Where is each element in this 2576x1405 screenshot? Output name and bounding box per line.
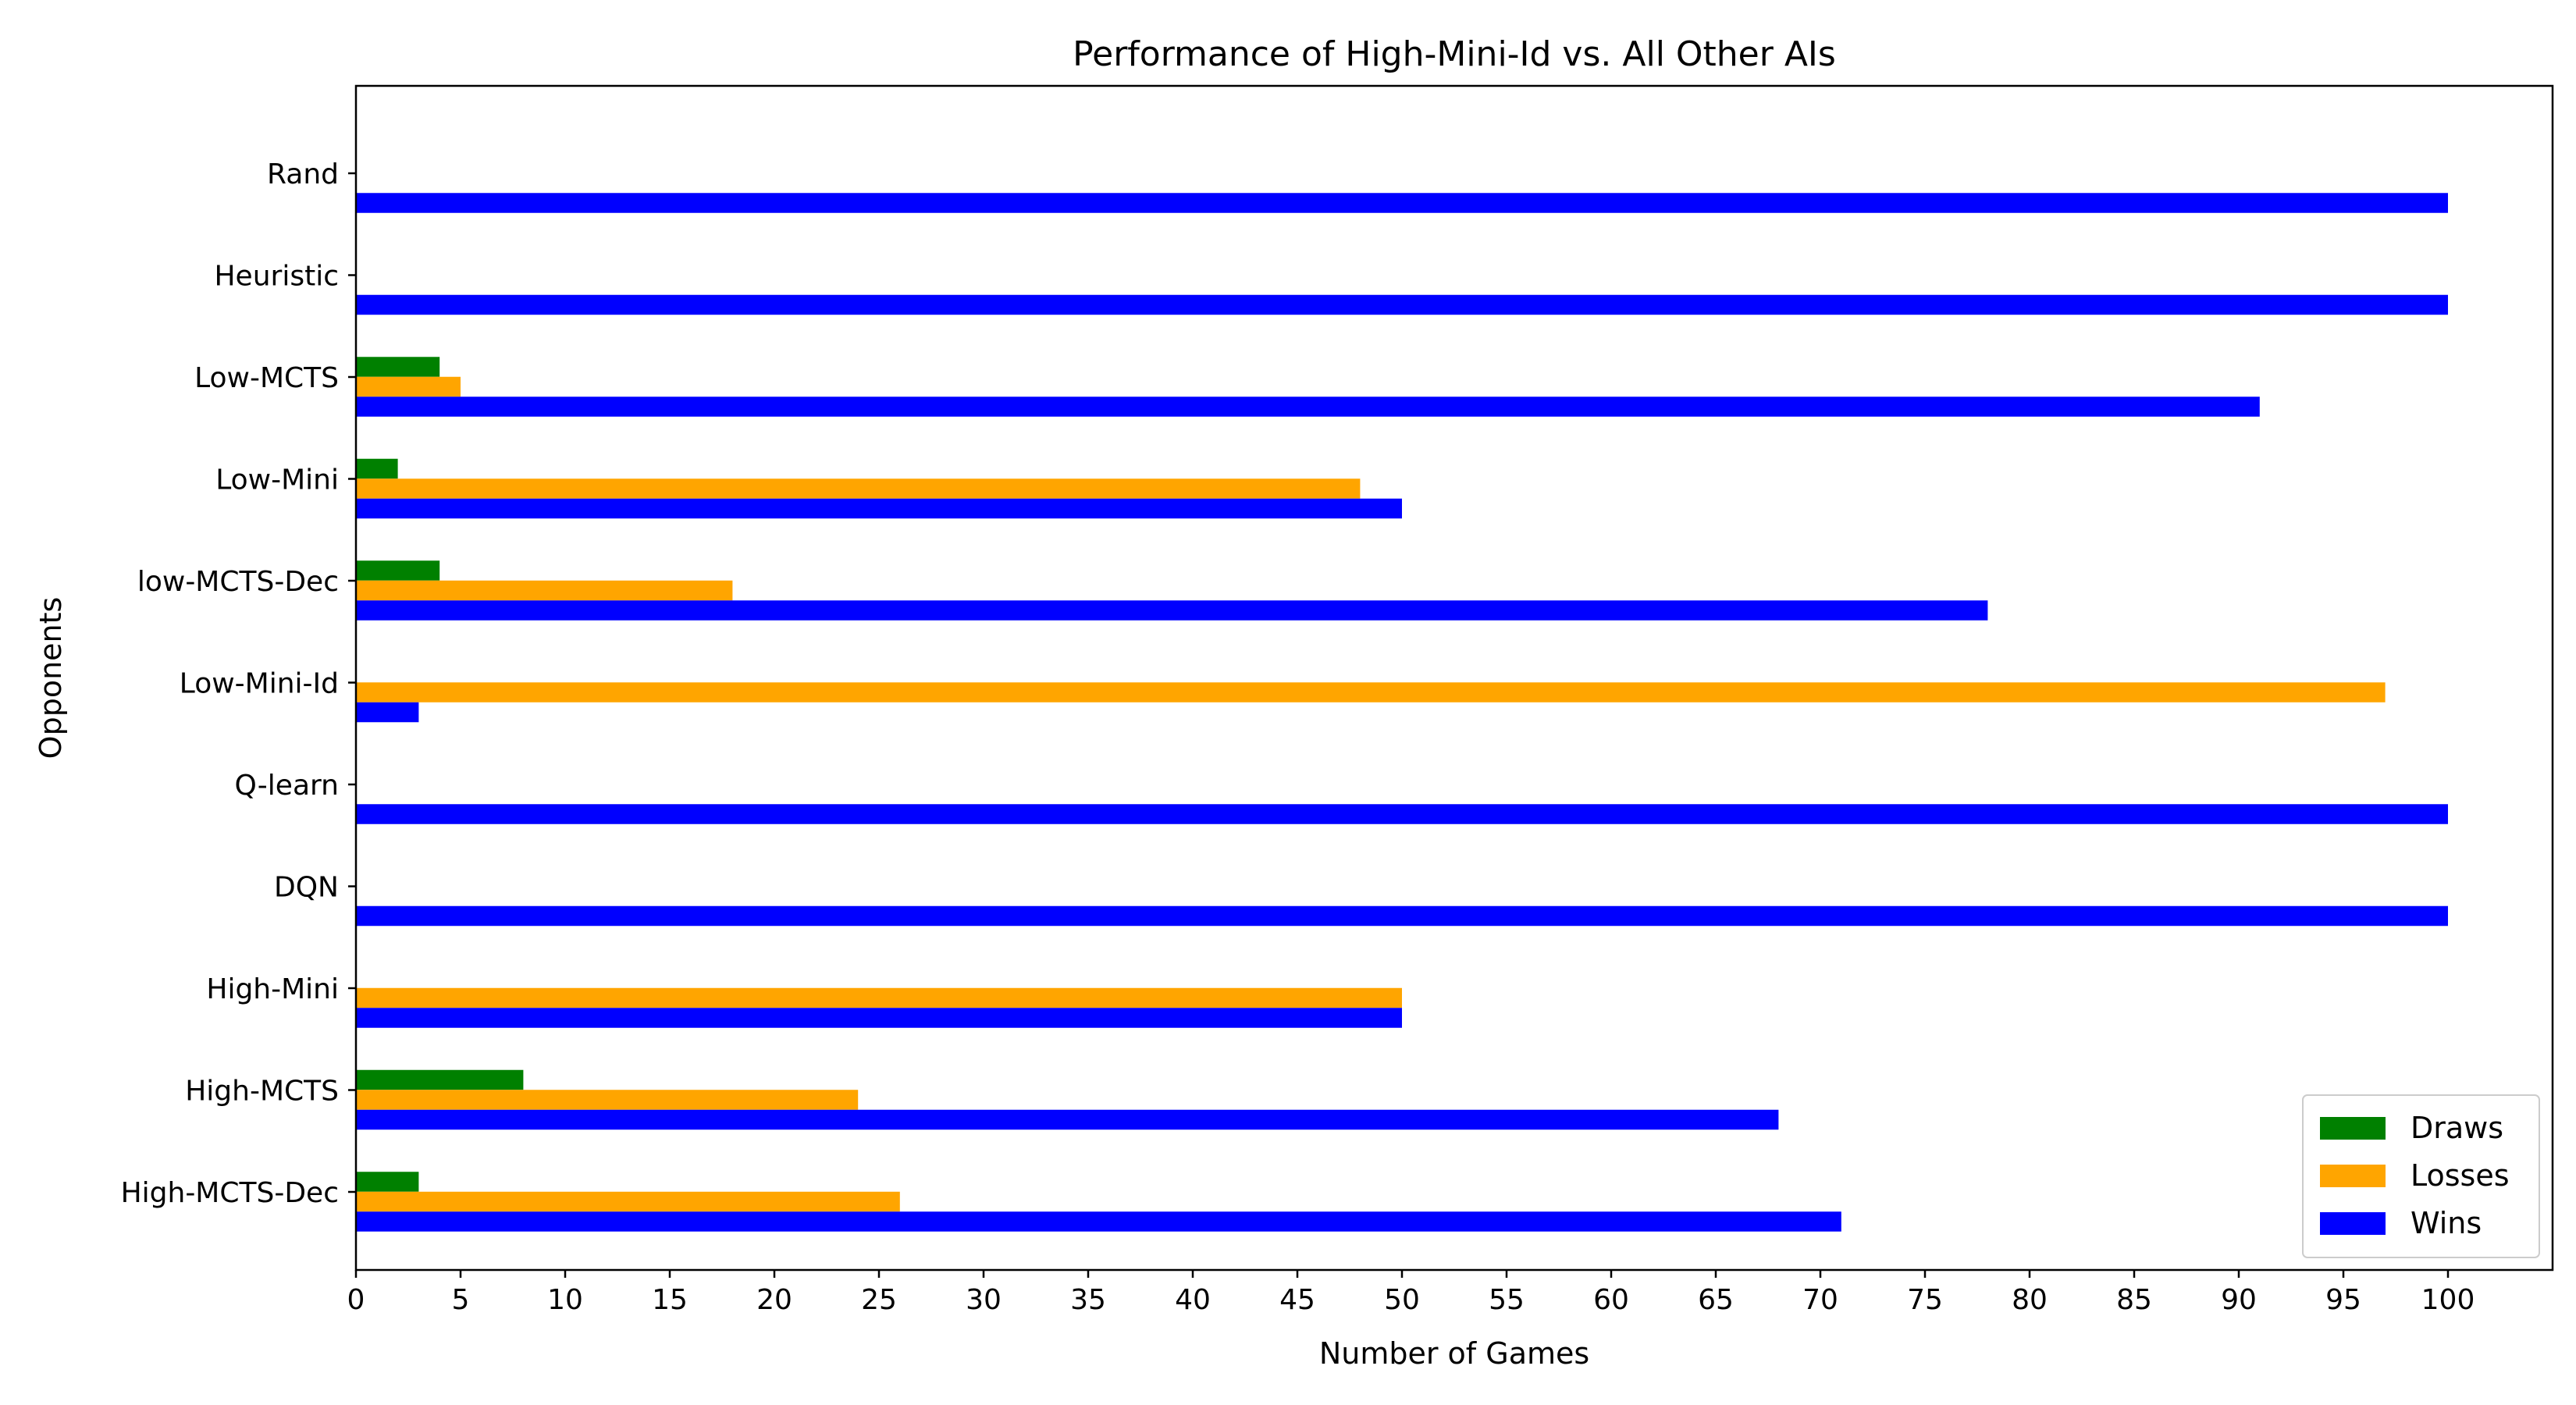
y-tick-label: High-MCTS: [185, 1076, 339, 1108]
y-tick-label: Q-learn: [234, 770, 339, 802]
x-tick-label: 85: [2116, 1284, 2152, 1316]
legend-label-wins: Wins: [2411, 1206, 2482, 1240]
legend-swatch-losses: [2320, 1165, 2386, 1187]
legend-label-losses: Losses: [2411, 1158, 2510, 1193]
bar-wins-high-mcts-dec: [356, 1211, 1841, 1232]
bar-wins-heuristic: [356, 294, 2448, 315]
x-tick-label: 15: [652, 1284, 688, 1316]
bar-wins-q-learn: [356, 804, 2448, 824]
bar-wins-low-mcts-dec: [356, 600, 1988, 621]
x-tick-label: 45: [1279, 1284, 1315, 1316]
y-tick-label: Rand: [267, 158, 339, 190]
y-tick-label: Low-Mini-Id: [180, 668, 339, 700]
x-tick-label: 0: [347, 1284, 365, 1316]
plot-frame: [354, 84, 2554, 1272]
x-tick-label: 50: [1384, 1284, 1420, 1316]
bar-losses-low-mini: [356, 478, 1361, 499]
bar-wins-low-mini-id: [356, 702, 419, 723]
x-tick-label: 10: [547, 1284, 583, 1316]
x-tick-label: 90: [2221, 1284, 2257, 1316]
bar-losses-low-mini-id: [356, 682, 2386, 702]
bar-draws-high-mcts: [356, 1069, 524, 1090]
y-axis-label: Opponents: [34, 597, 68, 759]
x-tick-label: 40: [1175, 1284, 1211, 1316]
x-tick-label: 70: [1802, 1284, 1838, 1316]
bars-layer: [356, 193, 2448, 1232]
legend-swatch-draws: [2320, 1117, 2386, 1140]
x-tick-label: 5: [452, 1284, 470, 1316]
bar-wins-rand: [356, 193, 2448, 213]
bar-wins-low-mcts: [356, 397, 2260, 417]
bar-wins-high-mini: [356, 1008, 1402, 1028]
y-axis: Rand Heuristic Low-MCTS Low-Mini low-MCTS-De…: [121, 158, 356, 1209]
y-tick-label: High-Mini: [206, 973, 339, 1005]
bar-draws-high-mcts-dec: [356, 1172, 419, 1192]
y-tick-label: low-MCTS-Dec: [137, 566, 339, 598]
x-tick-label: 65: [1698, 1284, 1734, 1316]
y-tick-label: DQN: [274, 872, 339, 904]
x-axis-label: Number of Games: [1319, 1336, 1589, 1371]
y-tick-label: High-MCTS-Dec: [121, 1177, 339, 1209]
x-tick-label: 25: [861, 1284, 897, 1316]
x-tick-label: 60: [1593, 1284, 1629, 1316]
legend: Draws Losses Wins: [2302, 1094, 2540, 1258]
y-tick-label: Heuristic: [214, 261, 339, 293]
x-tick-label: 95: [2325, 1284, 2361, 1316]
bar-losses-high-mcts: [356, 1090, 859, 1110]
bar-losses-low-mcts-dec: [356, 580, 733, 601]
x-tick-label: 100: [2421, 1284, 2475, 1316]
bar-wins-dqn: [356, 905, 2448, 927]
bar-wins-high-mcts: [356, 1109, 1779, 1130]
bar-losses-high-mcts-dec: [356, 1191, 900, 1212]
bar-draws-low-mcts: [356, 357, 440, 377]
x-tick-label: 20: [756, 1284, 792, 1316]
x-tick-label: 80: [2012, 1284, 2048, 1316]
y-tick-label: Low-Mini: [215, 464, 339, 496]
x-tick-label: 75: [1907, 1284, 1943, 1316]
x-tick-label: 55: [1489, 1284, 1525, 1316]
x-tick-label: 30: [966, 1284, 1002, 1316]
bar-draws-low-mini: [356, 458, 398, 479]
bar-draws-low-mcts-dec: [356, 560, 440, 581]
bar-losses-low-mcts: [356, 376, 461, 397]
chart-title: Performance of High-Mini-Id vs. All Othe…: [1073, 34, 1836, 74]
x-axis: 0 5 10 15 20 25 30 35 40 45 50 55 60 65 70 75 80 85 90 95 10…: [347, 1270, 2475, 1316]
y-tick-label: Low-MCTS: [194, 362, 339, 394]
legend-swatch-wins: [2320, 1212, 2386, 1235]
bar-wins-low-mini: [356, 498, 1402, 519]
x-tick-label: 35: [1070, 1284, 1106, 1316]
bar-losses-high-mini: [356, 987, 1402, 1008]
legend-label-draws: Draws: [2411, 1111, 2503, 1145]
